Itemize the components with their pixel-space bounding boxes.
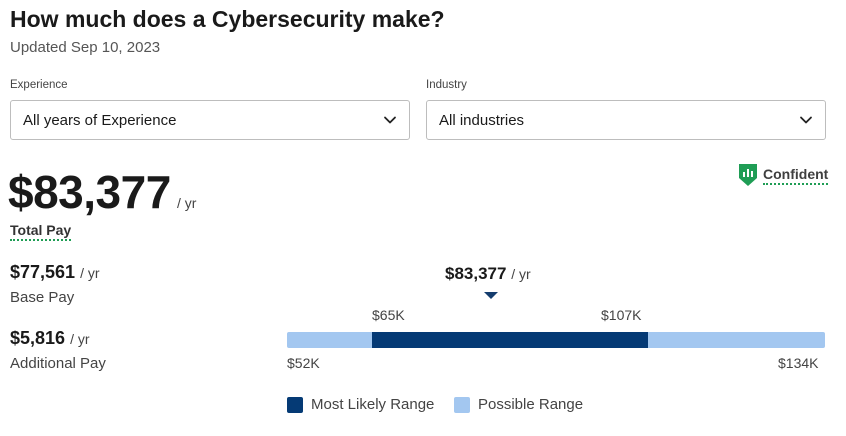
shield-chart-icon	[739, 164, 757, 186]
median-pay-unit: / yr	[511, 266, 531, 282]
industry-dropdown[interactable]: All industries	[426, 100, 826, 140]
experience-value: All years of Experience	[23, 111, 177, 129]
chevron-down-icon	[800, 116, 812, 124]
additional-pay-unit: / yr	[70, 331, 90, 347]
updated-date: Updated Sep 10, 2023	[10, 39, 161, 56]
median-marker-icon	[484, 292, 498, 299]
legend-likely-label: Most Likely Range	[311, 396, 435, 413]
range-max-label: $134K	[778, 355, 819, 371]
likely-low-label: $65K	[372, 307, 405, 323]
total-pay-value: $83,377	[8, 166, 171, 218]
additional-pay-amount: $5,816	[10, 328, 66, 348]
median-pay-amount: $83,377	[445, 264, 507, 283]
legend-likely: Most Likely Range	[287, 396, 434, 413]
base-pay-amount: $77,561	[10, 262, 76, 282]
legend-likely-swatch	[287, 396, 303, 413]
possible-range-bar	[287, 332, 825, 348]
most-likely-range-bar	[372, 332, 648, 348]
page-title: How much does a Cybersecurity make?	[10, 6, 445, 32]
range-min-label: $52K	[287, 355, 320, 371]
industry-label: Industry	[426, 79, 467, 91]
legend-possible-swatch	[454, 396, 470, 413]
confidence-label: Confident	[763, 166, 829, 185]
base-pay-value: $77,561 / yr	[10, 262, 100, 283]
likely-high-label: $107K	[601, 307, 642, 323]
median-pay-label: $83,377 / yr	[445, 264, 531, 284]
base-pay-label: Base Pay	[10, 289, 75, 306]
additional-pay-label: Additional Pay	[10, 355, 106, 372]
chevron-down-icon	[384, 116, 396, 124]
total-pay-label[interactable]: Total Pay	[10, 222, 72, 241]
experience-label: Experience	[10, 79, 68, 91]
base-pay-unit: / yr	[80, 265, 100, 281]
legend-possible-label: Possible Range	[478, 396, 584, 413]
legend-possible: Possible Range	[454, 396, 583, 413]
industry-value: All industries	[439, 111, 525, 129]
confidence-badge[interactable]: Confident	[738, 163, 829, 187]
experience-dropdown[interactable]: All years of Experience	[10, 100, 410, 140]
total-pay-unit: / yr	[177, 195, 197, 211]
additional-pay-value: $5,816 / yr	[10, 328, 90, 349]
